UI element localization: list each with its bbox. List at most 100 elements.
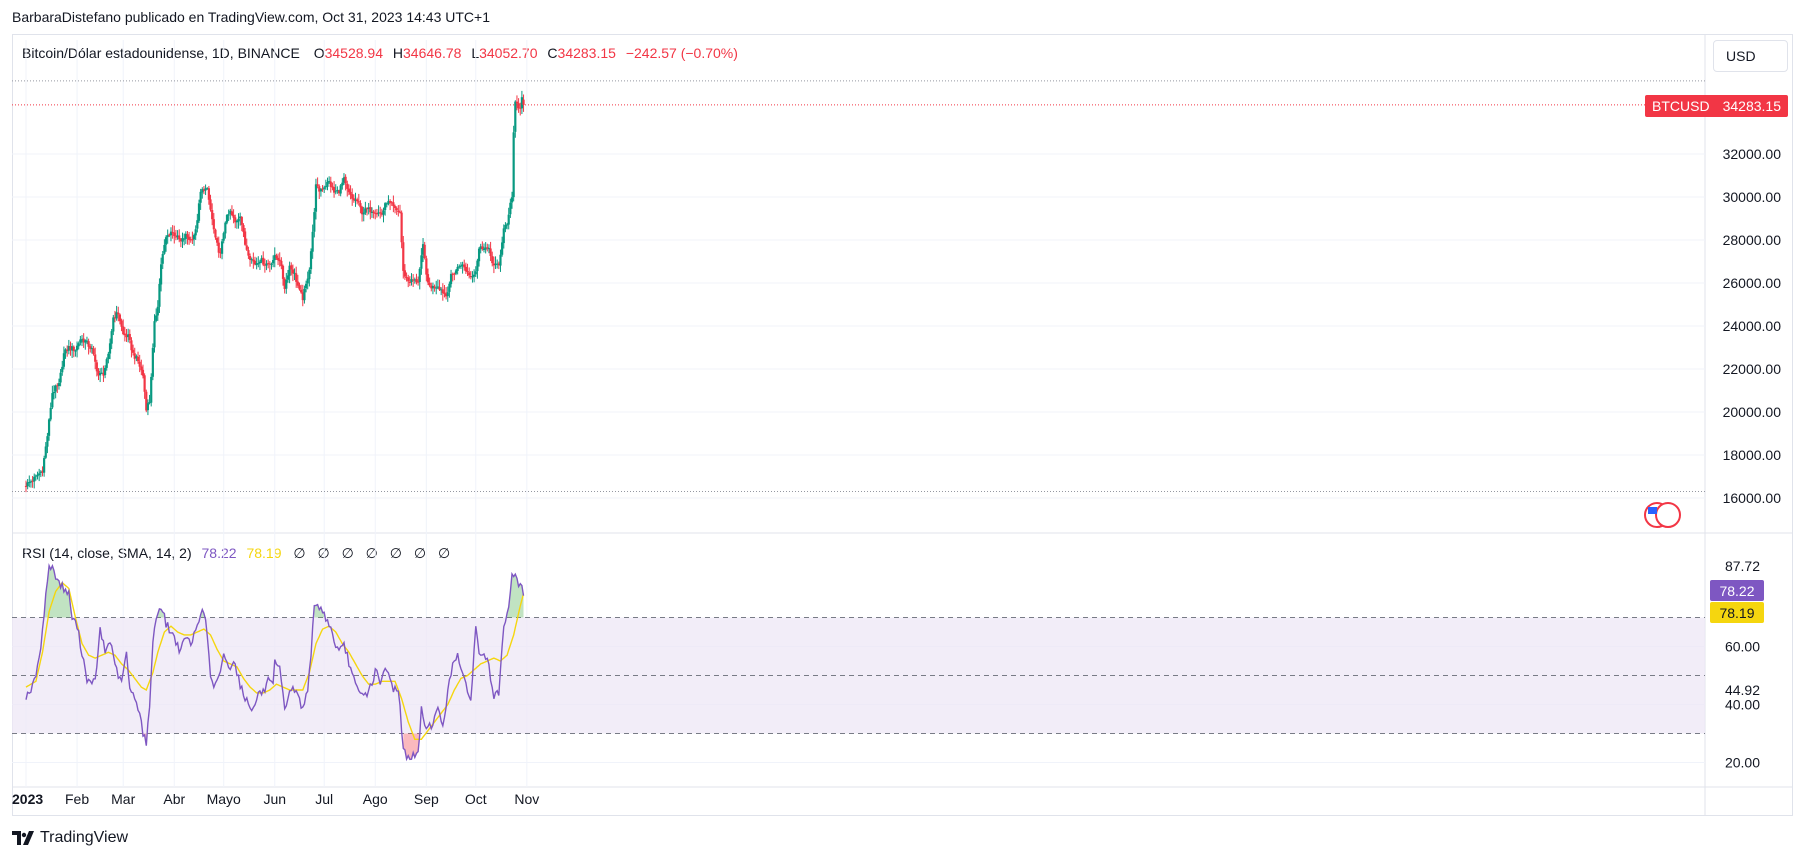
candle-body [502,228,505,244]
candle-body [191,239,194,241]
rsi-extreme-label: 44.92 [1725,682,1760,698]
candle-body [270,263,273,265]
candle-body [209,199,212,210]
rsi-ma-line [25,581,525,740]
candle-body [356,199,359,202]
candle-body [95,362,98,372]
candle-body [220,241,224,254]
candle-body [28,482,31,484]
candle-body [398,211,402,213]
time-tick-label: Oct [465,791,487,807]
candle-body [435,287,438,289]
candle-body [438,286,441,290]
candle-body [522,99,525,105]
candle-body [332,186,336,193]
candle-body [374,212,377,214]
candle-body [247,250,250,256]
candle-body [43,458,46,473]
candle-body [265,263,268,266]
candle-body [387,200,390,204]
candle-body [31,480,34,482]
candle-body [204,188,207,191]
candle-body [370,211,374,213]
candle-body [38,473,41,476]
candle-body [189,239,192,241]
candle-body [304,283,308,289]
candle-body [382,210,385,215]
candle-body [153,321,156,348]
candle-body [123,333,126,336]
candle-body [217,242,220,253]
candle-body [46,436,49,447]
candle-body [380,213,383,215]
rsi-line [25,562,525,762]
candle-body [253,260,257,265]
candle-body [234,217,237,223]
candle-body [334,191,337,193]
rsi-tag-bg [1710,580,1764,601]
candle-body [288,265,291,276]
candle-body [47,419,51,436]
candle-body [295,273,298,282]
candle-body [520,97,523,109]
candle-body [421,244,425,255]
candle-body [474,271,477,275]
candle-body [26,482,29,487]
rsi-extreme-label: 87.72 [1725,558,1760,574]
time-tick-label: Mayo [207,791,241,807]
candle-body [369,207,372,213]
candle-body [286,275,290,280]
candle-body [267,263,270,265]
na-value: ∅ [341,545,354,561]
candle-body [489,248,492,257]
candle-body [364,208,367,213]
price-tags: BTCUSD 34283.15 78.22 78.19 [1645,95,1788,623]
candle-body [156,306,159,316]
candle-body [263,264,266,266]
candle-body [517,103,520,109]
price-tick-label: 32000.00 [1723,146,1782,162]
price-tick-label: 30000.00 [1723,189,1782,205]
candle-body [110,331,113,344]
time-tick-label: Nov [514,791,539,807]
currency-button[interactable]: USD [1713,40,1788,72]
candle-body [163,244,166,254]
candle-body [417,281,420,283]
na-value: ∅ [437,545,451,561]
candle-body [492,263,495,266]
candle-body [227,214,230,216]
candle-body [39,471,42,473]
candle-body [379,212,382,214]
candle-body [384,203,387,211]
rsi-legend-value: 78.22 [201,545,237,561]
candle-body [80,339,84,341]
candle-body [278,259,281,262]
flag-icon[interactable] [1644,502,1681,528]
candle-body [244,231,247,245]
candle-body [344,176,347,184]
candle-body [347,188,351,193]
tradingview-logo[interactable]: TradingView [12,829,128,847]
candle-body [296,281,299,286]
candle-body [440,289,443,291]
candle-body [202,189,206,191]
candle-body [446,292,449,297]
last-price-tag[interactable]: BTCUSD 34283.15 [1645,95,1788,117]
candle-body [145,391,148,411]
time-tick-label: Abr [163,791,185,807]
candle-body [140,366,143,371]
candle-body [476,260,479,272]
candle-body [504,224,507,229]
close-label: C [547,45,558,61]
candle-body [388,201,392,203]
candle-body [281,265,285,279]
candle-body [464,266,467,272]
candle-body [415,279,418,283]
candle-body [161,254,164,264]
candle-body [216,238,219,243]
candle-body [420,255,423,269]
candle-body [74,350,77,352]
candle-body [66,349,69,352]
na-value: ∅ [317,545,330,561]
